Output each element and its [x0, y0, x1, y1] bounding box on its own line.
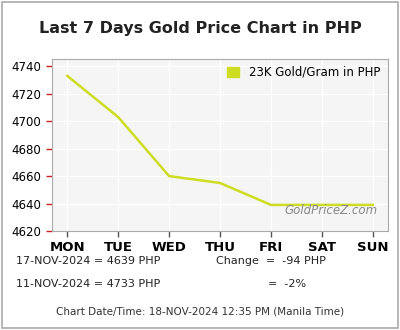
Text: Change  =  -94 PHP: Change = -94 PHP [216, 256, 326, 266]
Text: Chart Date/Time: 18-NOV-2024 12:35 PM (Manila Time): Chart Date/Time: 18-NOV-2024 12:35 PM (M… [56, 307, 344, 317]
Text: =  -2%: = -2% [268, 279, 306, 289]
Text: GoldPriceZ.com: GoldPriceZ.com [285, 204, 378, 217]
Text: 17-NOV-2024 = 4639 PHP: 17-NOV-2024 = 4639 PHP [16, 256, 160, 266]
Text: 11-NOV-2024 = 4733 PHP: 11-NOV-2024 = 4733 PHP [16, 279, 160, 289]
Legend: 23K Gold/Gram in PHP: 23K Gold/Gram in PHP [222, 61, 385, 83]
Text: Last 7 Days Gold Price Chart in PHP: Last 7 Days Gold Price Chart in PHP [39, 21, 361, 36]
